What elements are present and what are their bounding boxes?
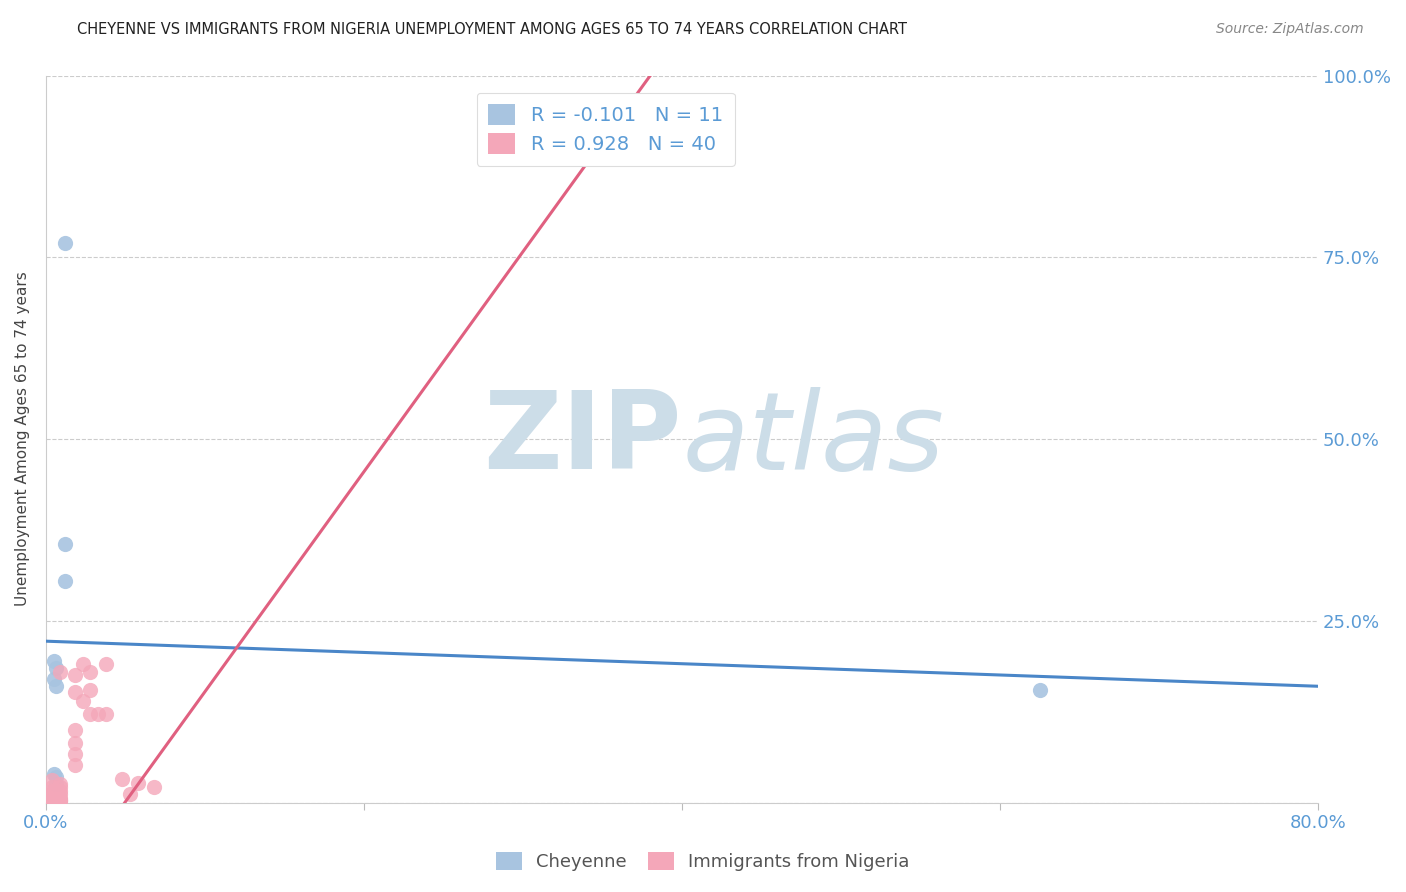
Point bbox=[96, 657, 118, 672]
Point bbox=[41, 791, 63, 805]
Point bbox=[143, 780, 166, 794]
Point bbox=[41, 780, 63, 794]
Point bbox=[44, 770, 66, 784]
Point bbox=[1029, 682, 1052, 697]
Point bbox=[42, 672, 65, 686]
Point bbox=[41, 784, 63, 798]
Point bbox=[41, 773, 63, 788]
Point bbox=[41, 787, 63, 801]
Point bbox=[63, 747, 86, 761]
Text: Source: ZipAtlas.com: Source: ZipAtlas.com bbox=[1216, 22, 1364, 37]
Point bbox=[79, 706, 101, 721]
Point bbox=[120, 787, 142, 801]
Point bbox=[41, 790, 63, 805]
Point bbox=[49, 780, 72, 794]
Point bbox=[49, 777, 72, 791]
Point bbox=[53, 537, 76, 551]
Y-axis label: Unemployment Among Ages 65 to 74 years: Unemployment Among Ages 65 to 74 years bbox=[15, 272, 30, 607]
Point bbox=[87, 706, 110, 721]
Point bbox=[53, 235, 76, 250]
Point bbox=[44, 679, 66, 693]
Point bbox=[41, 792, 63, 806]
Point bbox=[42, 766, 65, 780]
Point bbox=[53, 574, 76, 588]
Point bbox=[41, 793, 63, 807]
Point bbox=[41, 794, 63, 808]
Point bbox=[42, 654, 65, 668]
Point bbox=[49, 787, 72, 801]
Point bbox=[49, 793, 72, 807]
Point bbox=[41, 793, 63, 807]
Text: atlas: atlas bbox=[682, 386, 943, 491]
Point bbox=[63, 685, 86, 699]
Point bbox=[41, 789, 63, 803]
Point bbox=[111, 772, 134, 787]
Point bbox=[63, 736, 86, 750]
Point bbox=[127, 776, 149, 790]
Point bbox=[41, 789, 63, 803]
Text: ZIP: ZIP bbox=[484, 386, 682, 492]
Legend: Cheyenne, Immigrants from Nigeria: Cheyenne, Immigrants from Nigeria bbox=[489, 845, 917, 879]
Point bbox=[63, 667, 86, 681]
Point bbox=[96, 706, 118, 721]
Point bbox=[49, 793, 72, 807]
Point bbox=[44, 661, 66, 675]
Point bbox=[79, 682, 101, 697]
Point bbox=[49, 784, 72, 798]
Point bbox=[49, 794, 72, 808]
Point bbox=[63, 723, 86, 737]
Point bbox=[72, 694, 94, 708]
Point bbox=[63, 757, 86, 772]
Point bbox=[79, 665, 101, 679]
Legend: R = -0.101   N = 11, R = 0.928   N = 40: R = -0.101 N = 11, R = 0.928 N = 40 bbox=[477, 93, 735, 166]
Point bbox=[72, 657, 94, 672]
Text: CHEYENNE VS IMMIGRANTS FROM NIGERIA UNEMPLOYMENT AMONG AGES 65 TO 74 YEARS CORRE: CHEYENNE VS IMMIGRANTS FROM NIGERIA UNEM… bbox=[77, 22, 907, 37]
Point bbox=[49, 665, 72, 679]
Point bbox=[41, 786, 63, 800]
Point bbox=[44, 777, 66, 791]
Point bbox=[49, 790, 72, 805]
